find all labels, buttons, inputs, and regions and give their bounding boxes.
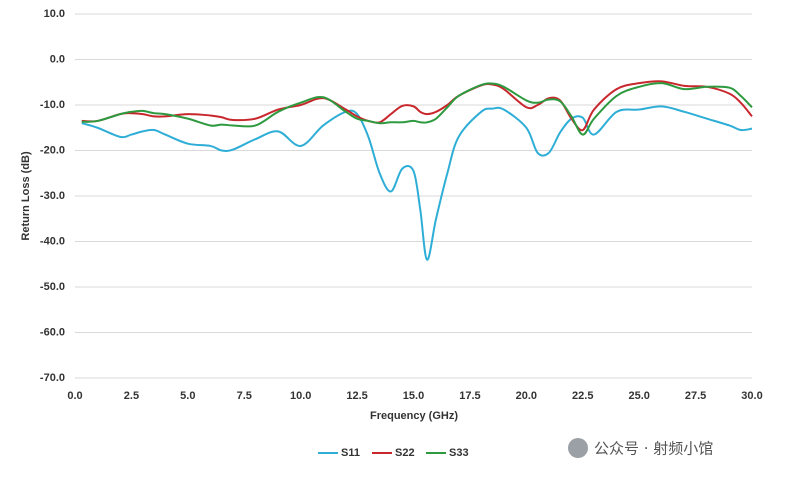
series-line <box>81 82 753 136</box>
series-line <box>81 80 753 132</box>
x-tick-label: 0.0 <box>67 390 82 402</box>
x-tick-label: 7.5 <box>237 390 252 402</box>
x-tick-label: 2.5 <box>124 390 139 402</box>
legend-label: S33 <box>449 447 469 459</box>
watermark: 公众号 · 射频小馆 <box>568 438 713 458</box>
y-tick-label: -30.0 <box>40 190 65 202</box>
x-tick-label: 5.0 <box>180 390 195 402</box>
x-tick-label: 20.0 <box>516 390 537 402</box>
y-tick-label: 0.0 <box>50 53 65 65</box>
x-axis-label: Frequency (GHz) <box>370 410 458 422</box>
watermark-icon <box>568 438 588 458</box>
x-tick-label: 12.5 <box>346 390 367 402</box>
series-line <box>81 105 753 261</box>
legend-label: S11 <box>341 447 360 459</box>
x-tick-label: 10.0 <box>290 390 311 402</box>
y-tick-label: -10.0 <box>40 99 65 111</box>
x-tick-label: 15.0 <box>403 390 424 402</box>
x-tick-label: 27.5 <box>685 390 706 402</box>
y-tick-label: -40.0 <box>40 235 65 247</box>
y-axis-label: Return Loss (dB) <box>20 151 32 241</box>
x-tick-label: 30.0 <box>741 390 762 402</box>
y-tick-label: -20.0 <box>40 144 65 156</box>
x-tick-label: 17.5 <box>459 390 480 402</box>
y-tick-label: -60.0 <box>40 326 65 338</box>
x-tick-label: 25.0 <box>628 390 649 402</box>
y-tick-label: 10.0 <box>44 8 65 20</box>
watermark-text: 公众号 · 射频小馆 <box>594 440 713 458</box>
y-tick-label: -70.0 <box>40 372 65 384</box>
legend-label: S22 <box>395 447 415 459</box>
y-tick-label: -50.0 <box>40 281 65 293</box>
x-tick-label: 22.5 <box>572 390 593 402</box>
